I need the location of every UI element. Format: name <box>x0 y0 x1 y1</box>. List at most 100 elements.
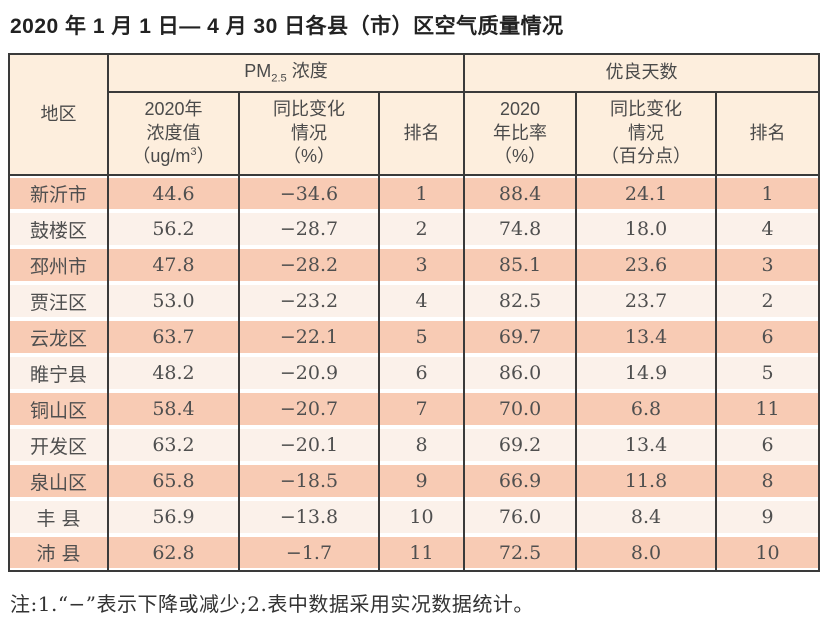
pm-value-cell: 63.7 <box>107 319 240 355</box>
good-rank-cell: 6 <box>715 319 821 355</box>
good-ratio-cell: 69.7 <box>463 319 578 355</box>
pm-rank-cell: 11 <box>377 535 466 571</box>
good-change-cell: 14.9 <box>575 355 718 391</box>
table-row: 沛 县 62.8 −1.7 11 72.5 8.0 10 <box>8 535 821 571</box>
header-group-row: 地区 PM2.5 浓度 优良天数 <box>8 53 821 176</box>
region-cell: 贾汪区 <box>8 283 109 319</box>
pm-change-cell: −20.1 <box>238 427 380 463</box>
header-good-rank: 排名 <box>715 91 821 176</box>
table-row: 云龙区 63.7 −22.1 5 69.7 13.4 6 <box>8 319 821 355</box>
good-ratio-cell: 74.8 <box>463 211 578 247</box>
good-ratio-cell: 85.1 <box>463 247 578 283</box>
good-change-cell: 18.0 <box>575 211 718 247</box>
good-change-cell: 24.1 <box>575 175 718 211</box>
pm-rank-cell: 7 <box>377 391 466 427</box>
good-rank-cell: 1 <box>715 175 821 211</box>
page-title: 2020 年 1 月 1 日— 4 月 30 日各县（市）区空气质量情况 <box>10 15 564 38</box>
pm-value-cell: 58.4 <box>107 391 240 427</box>
header-region: 地区 <box>8 53 109 176</box>
region-cell: 铜山区 <box>8 391 109 427</box>
table-row: 贾汪区 53.0 −23.2 4 82.5 23.7 2 <box>8 283 821 319</box>
air-quality-table: 地区 PM2.5 浓度 优良天数 2020年 浓度值 （ug/m3） 同比变化 情况… <box>8 53 821 572</box>
region-cell: 邳州市 <box>8 247 109 283</box>
pm-value-cell: 63.2 <box>107 427 240 463</box>
good-change-cell: 13.4 <box>575 319 718 355</box>
region-cell: 丰 县 <box>8 499 109 535</box>
table-row: 新沂市 44.6 −34.6 1 88.4 24.1 1 <box>8 175 821 211</box>
pm-value-cell: 44.6 <box>107 175 240 211</box>
pm-change-cell: −34.6 <box>238 175 380 211</box>
good-change-cell: 23.6 <box>575 247 718 283</box>
region-cell: 开发区 <box>8 427 109 463</box>
good-ratio-cell: 76.0 <box>463 499 578 535</box>
good-rank-cell: 8 <box>715 463 821 499</box>
region-cell: 云龙区 <box>8 319 109 355</box>
pm25-prefix: PM <box>244 60 272 81</box>
header-sub-row: 2020年 浓度值 （ug/m3） 同比变化 情况 （%） 排名 2020 年比率 … <box>9 91 821 176</box>
region-cell: 沛 县 <box>8 535 109 571</box>
good-rank-cell: 10 <box>715 535 821 571</box>
pm25-subscript: 2.5 <box>271 72 287 85</box>
good-rank-cell: 6 <box>715 427 821 463</box>
good-change-cell: 6.8 <box>575 391 718 427</box>
pm-change-cell: −20.7 <box>238 391 380 427</box>
pm-rank-cell: 2 <box>377 211 466 247</box>
pm-change-cell: −1.7 <box>238 535 380 571</box>
header-good-change: 同比变化 情况 （百分点） <box>575 91 718 176</box>
pm-rank-cell: 3 <box>377 247 466 283</box>
good-ratio-cell: 70.0 <box>463 391 578 427</box>
table-body: 新沂市 44.6 −34.6 1 88.4 24.1 1 鼓楼区 56.2 −28.7 2 74.8 1… <box>8 175 821 571</box>
header-pm-change: 同比变化 情况 （%） <box>238 91 380 176</box>
pm-value-cell: 56.9 <box>107 499 240 535</box>
pm-value-cell: 48.2 <box>107 355 240 391</box>
table-row: 开发区 63.2 −20.1 8 69.2 13.4 6 <box>8 427 821 463</box>
pm-rank-cell: 9 <box>377 463 466 499</box>
pm-rank-cell: 6 <box>377 355 466 391</box>
good-rank-cell: 3 <box>715 247 821 283</box>
cubic-superscript: 3 <box>190 146 197 159</box>
good-ratio-cell: 72.5 <box>463 535 578 571</box>
table-row: 鼓楼区 56.2 −28.7 2 74.8 18.0 4 <box>8 211 821 247</box>
good-change-cell: 11.8 <box>575 463 718 499</box>
pm-change-cell: −13.8 <box>238 499 380 535</box>
header-pm-rank: 排名 <box>377 91 466 176</box>
pm-rank-cell: 1 <box>377 175 466 211</box>
pm-change-cell: −18.5 <box>238 463 380 499</box>
pm-rank-cell: 10 <box>377 499 466 535</box>
pm-change-cell: −28.2 <box>238 247 380 283</box>
pm-change-cell: −28.7 <box>238 211 380 247</box>
table-row: 铜山区 58.4 −20.7 7 70.0 6.8 11 <box>8 391 821 427</box>
table-row: 睢宁县 48.2 −20.9 6 86.0 14.9 5 <box>8 355 821 391</box>
pm-value-cell: 62.8 <box>107 535 240 571</box>
region-cell: 新沂市 <box>8 175 109 211</box>
good-ratio-cell: 66.9 <box>463 463 578 499</box>
header-pm-concentration: 2020年 浓度值 （ug/m3） <box>107 91 240 176</box>
good-rank-cell: 2 <box>715 283 821 319</box>
region-cell: 睢宁县 <box>8 355 109 391</box>
table-row: 邳州市 47.8 −28.2 3 85.1 23.6 3 <box>8 247 821 283</box>
header-pm25-group: PM2.5 浓度 <box>106 53 466 93</box>
header-good-days-group: 优良天数 <box>463 53 821 93</box>
good-rank-cell: 4 <box>715 211 821 247</box>
good-change-cell: 23.7 <box>575 283 718 319</box>
pm-rank-cell: 5 <box>377 319 466 355</box>
pm25-suffix: 浓度 <box>286 60 328 81</box>
good-change-cell: 8.0 <box>575 535 718 571</box>
pm-value-cell: 65.8 <box>107 463 240 499</box>
region-cell: 鼓楼区 <box>8 211 109 247</box>
region-cell: 泉山区 <box>8 463 109 499</box>
good-ratio-cell: 69.2 <box>463 427 578 463</box>
good-ratio-cell: 86.0 <box>463 355 578 391</box>
header-good-ratio: 2020 年比率 （%） <box>463 91 578 176</box>
good-rank-cell: 9 <box>715 499 821 535</box>
pm-rank-cell: 8 <box>377 427 466 463</box>
good-ratio-cell: 82.5 <box>463 283 578 319</box>
good-rank-cell: 5 <box>715 355 821 391</box>
pm-change-cell: −22.1 <box>238 319 380 355</box>
table-row: 泉山区 65.8 −18.5 9 66.9 11.8 8 <box>8 463 821 499</box>
pm-value-cell: 47.8 <box>107 247 240 283</box>
pm-change-cell: −20.9 <box>238 355 380 391</box>
table-row: 丰 县 56.9 −13.8 10 76.0 8.4 9 <box>8 499 821 535</box>
good-change-cell: 13.4 <box>575 427 718 463</box>
good-change-cell: 8.4 <box>575 499 718 535</box>
